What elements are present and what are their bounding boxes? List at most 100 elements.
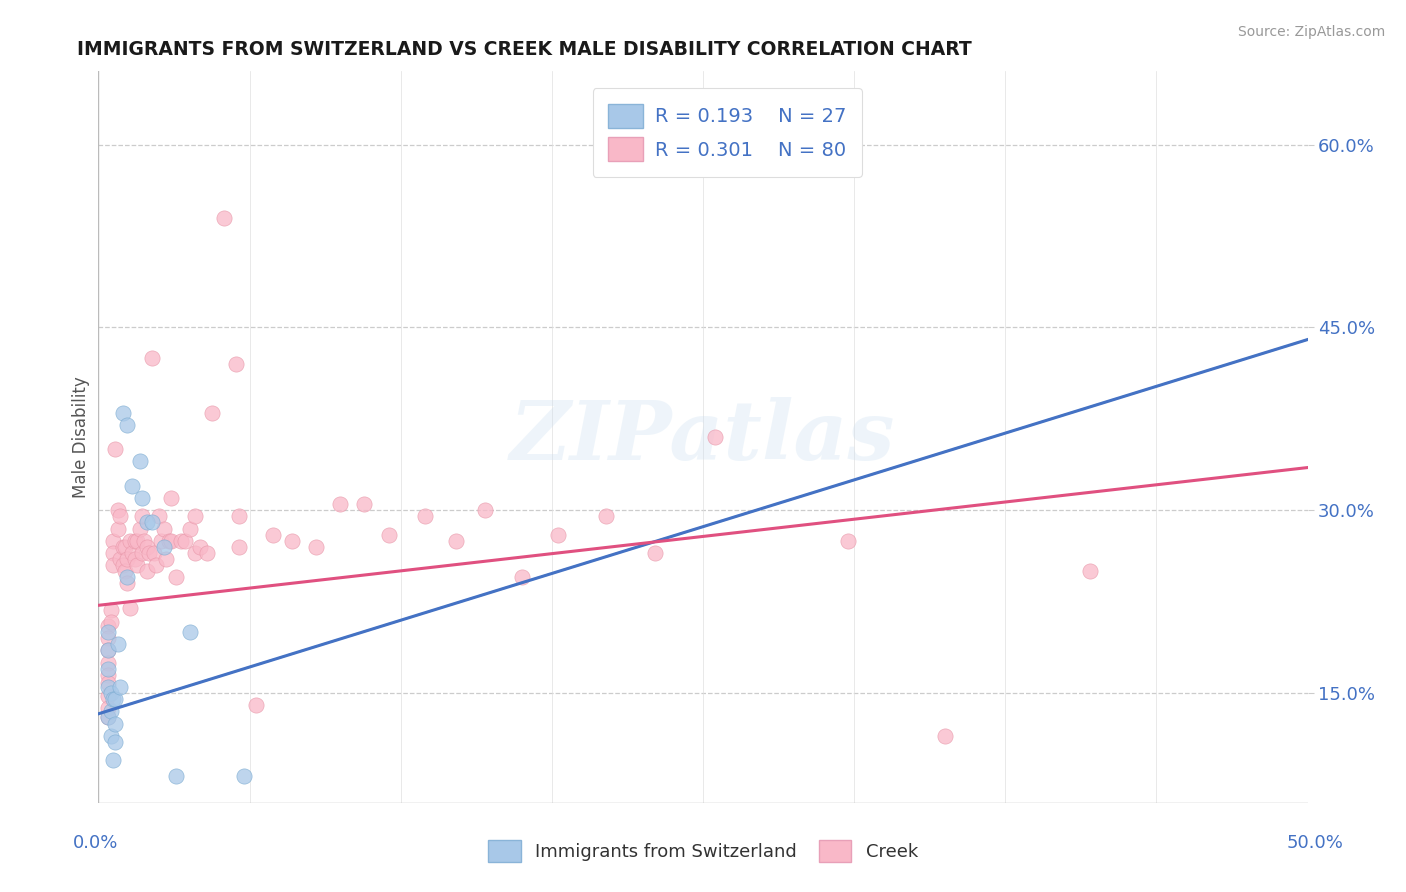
Point [262, 527, 284, 541]
Point [141, 516, 163, 530]
Point [141, 351, 163, 365]
Point [100, 705, 122, 719]
Point [160, 491, 183, 505]
Point [97, 619, 120, 633]
Point [121, 546, 143, 560]
Legend: Immigrants from Switzerland, Creek: Immigrants from Switzerland, Creek [481, 833, 925, 870]
Point [135, 540, 157, 554]
Point [101, 533, 124, 548]
Point [100, 729, 122, 743]
Point [329, 497, 352, 511]
Point [97, 689, 120, 703]
Point [111, 540, 134, 554]
Point [174, 533, 197, 548]
Point [127, 533, 149, 548]
Point [97, 656, 120, 670]
Point [114, 540, 136, 554]
Point [100, 686, 122, 700]
Point [101, 558, 124, 573]
Point [1078, 564, 1101, 578]
Point [97, 662, 120, 676]
Point [135, 516, 157, 530]
Point [145, 558, 167, 573]
Y-axis label: Male Disability: Male Disability [72, 376, 90, 498]
Point [934, 729, 956, 743]
Point [117, 576, 139, 591]
Point [97, 680, 120, 694]
Point [474, 503, 496, 517]
Point [108, 680, 131, 694]
Point [169, 533, 191, 548]
Point [232, 769, 254, 783]
Point [118, 600, 141, 615]
Point [134, 533, 156, 548]
Point [100, 615, 122, 630]
Point [104, 692, 127, 706]
Point [353, 497, 375, 511]
Point [107, 637, 129, 651]
Point [184, 509, 207, 524]
Point [97, 676, 120, 690]
Point [101, 692, 124, 706]
Text: 50.0%: 50.0% [1286, 834, 1343, 852]
Point [114, 564, 136, 578]
Point [97, 643, 120, 657]
Point [152, 540, 174, 554]
Point [281, 533, 304, 548]
Point [837, 533, 859, 548]
Point [101, 753, 124, 767]
Point [124, 533, 146, 548]
Point [111, 558, 134, 573]
Point [644, 546, 666, 560]
Point [143, 546, 166, 560]
Point [184, 546, 207, 560]
Point [148, 509, 170, 524]
Point [446, 533, 468, 548]
Point [107, 503, 129, 517]
Point [108, 509, 131, 524]
Point [201, 406, 224, 420]
Point [97, 625, 120, 640]
Point [595, 509, 617, 524]
Point [108, 552, 131, 566]
Point [165, 769, 187, 783]
Point [225, 357, 247, 371]
Point [188, 540, 211, 554]
Point [128, 521, 150, 535]
Point [704, 430, 727, 444]
Point [165, 570, 187, 584]
Point [212, 211, 235, 225]
Text: ZIPatlas: ZIPatlas [510, 397, 896, 477]
Point [245, 698, 267, 713]
Point [101, 546, 124, 560]
Point [97, 643, 120, 657]
Point [195, 546, 218, 560]
Point [131, 509, 153, 524]
Point [121, 479, 143, 493]
Point [107, 521, 129, 535]
Legend: R = 0.193    N = 27, R = 0.301    N = 80: R = 0.193 N = 27, R = 0.301 N = 80 [592, 88, 862, 177]
Point [100, 603, 122, 617]
Point [104, 716, 127, 731]
Point [157, 533, 180, 548]
Point [118, 533, 141, 548]
Point [117, 552, 139, 566]
Point [155, 552, 177, 566]
Point [117, 570, 139, 584]
Point [377, 527, 399, 541]
Point [104, 735, 127, 749]
Point [97, 667, 120, 682]
Point [228, 509, 250, 524]
Point [104, 442, 127, 457]
Point [413, 509, 436, 524]
Text: IMMIGRANTS FROM SWITZERLAND VS CREEK MALE DISABILITY CORRELATION CHART: IMMIGRANTS FROM SWITZERLAND VS CREEK MAL… [77, 40, 972, 59]
Point [179, 625, 201, 640]
Point [228, 540, 250, 554]
Point [135, 564, 157, 578]
Point [150, 533, 173, 548]
Point [128, 454, 150, 468]
Point [117, 417, 139, 432]
Point [152, 521, 174, 535]
Point [305, 540, 328, 554]
Point [124, 552, 146, 566]
